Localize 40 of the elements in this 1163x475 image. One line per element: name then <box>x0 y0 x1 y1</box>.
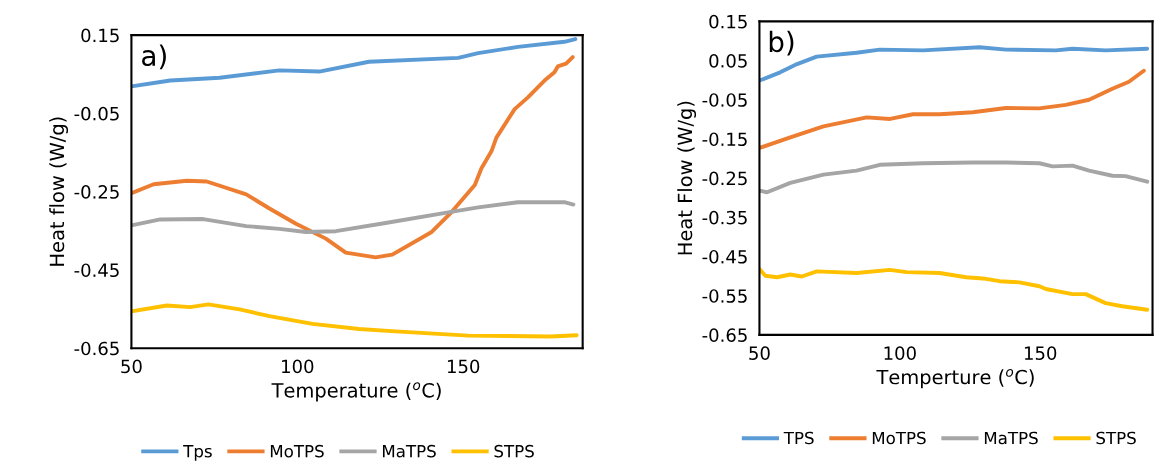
legend-label: TPS <box>783 431 814 445</box>
legend-label: MoTPS <box>270 444 324 458</box>
x-tick-label: 100 <box>282 359 314 374</box>
line-series <box>759 160 1150 195</box>
y-tick-label: 0.05 <box>709 54 747 68</box>
y-tick-label: 0.15 <box>709 14 747 29</box>
y-axis-title: Heat Flow (W/g) <box>677 101 697 255</box>
y-tick-label: -0.15 <box>702 132 747 147</box>
legend-label: STPS <box>1096 431 1136 445</box>
y-tick-label: -0.65 <box>74 341 119 356</box>
y-tick-label: 0.15 <box>81 28 119 43</box>
line-series <box>759 267 1150 312</box>
line-series <box>131 200 576 234</box>
y-tick-label: -0.35 <box>702 210 747 225</box>
y-axis-title: Heat flow (W/g) <box>49 117 69 266</box>
legend-label: STPS <box>494 444 534 458</box>
x-tick-label: 100 <box>884 346 916 360</box>
y-tick-label: -0.65 <box>702 328 747 342</box>
line-series <box>131 302 579 339</box>
legend-label: Tps <box>183 445 212 461</box>
line-series <box>131 37 578 89</box>
legend-label: MaTPS <box>382 444 436 458</box>
legend-label: MoTPS <box>872 431 926 445</box>
x-axis-title: Temperture ($^{o}$C) <box>876 369 1034 389</box>
legend-label: MaTPS <box>984 431 1038 445</box>
annotation: a) <box>142 44 166 70</box>
x-tick-label: 150 <box>1024 346 1057 360</box>
annotation: b) <box>769 30 794 56</box>
line-series <box>759 68 1146 150</box>
y-tick-label: -0.45 <box>702 249 747 264</box>
y-tick-label: -0.05 <box>702 93 747 107</box>
x-tick-label: 50 <box>749 346 770 360</box>
x-tick-label: 150 <box>447 359 480 374</box>
x-tick-label: 50 <box>121 359 142 374</box>
y-tick-label: -0.05 <box>74 106 119 121</box>
y-tick-label: -0.45 <box>74 263 119 278</box>
y-tick-label: -0.25 <box>702 171 747 186</box>
y-tick-label: -0.55 <box>702 289 747 303</box>
x-axis-title: Temperature ($^{o}$C) <box>271 382 441 402</box>
y-tick-label: -0.25 <box>74 185 119 199</box>
